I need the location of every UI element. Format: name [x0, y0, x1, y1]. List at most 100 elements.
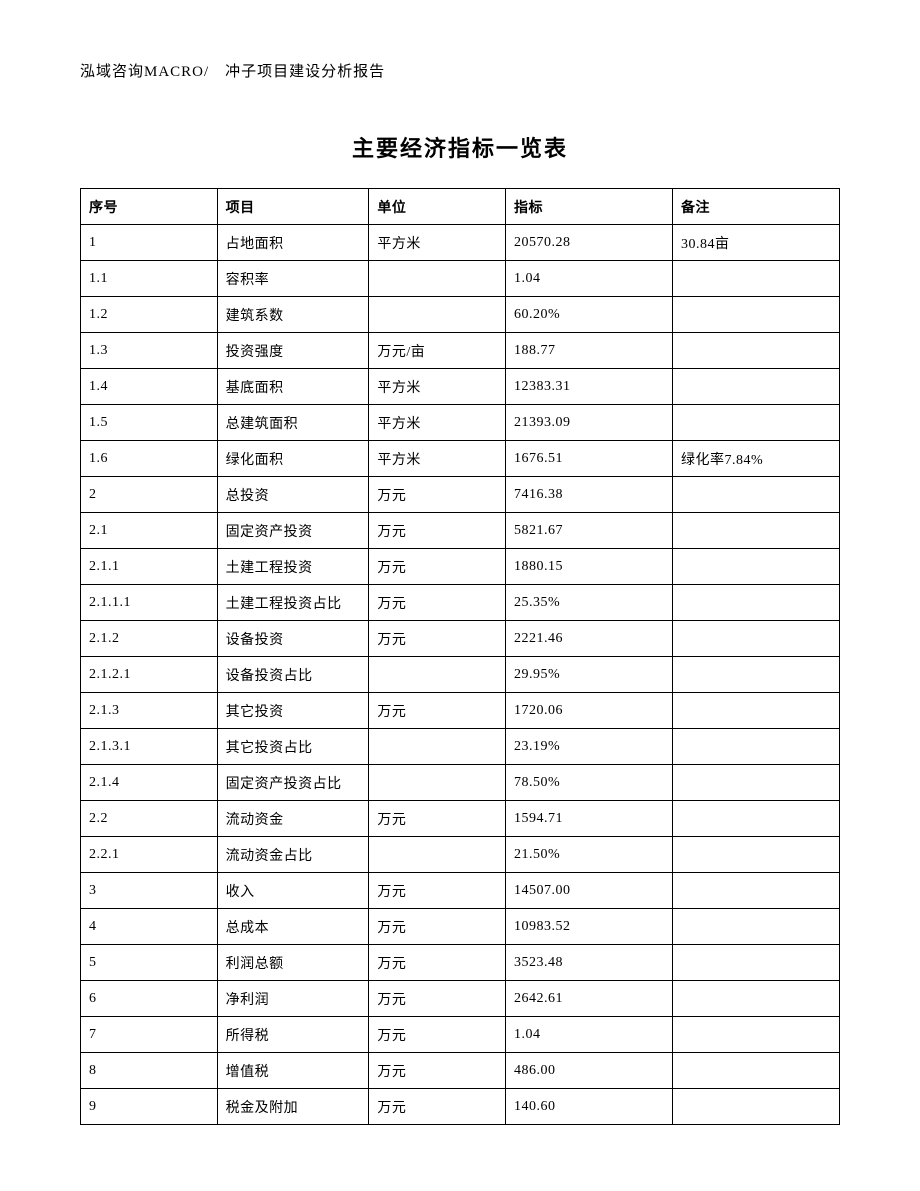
table-cell: 土建工程投资: [217, 549, 369, 585]
table-cell: [672, 333, 839, 369]
table-cell: 平方米: [369, 225, 506, 261]
table-cell: 1880.15: [506, 549, 673, 585]
table-row: 1.1容积率1.04: [81, 261, 840, 297]
table-cell: 21393.09: [506, 405, 673, 441]
table-row: 2.1固定资产投资万元5821.67: [81, 513, 840, 549]
table-cell: 容积率: [217, 261, 369, 297]
table-cell: 万元: [369, 621, 506, 657]
table-cell: 设备投资: [217, 621, 369, 657]
table-cell: 1676.51: [506, 441, 673, 477]
table-cell: [672, 873, 839, 909]
table-cell: 绿化面积: [217, 441, 369, 477]
table-cell: 1.3: [81, 333, 218, 369]
table-header-cell: 备注: [672, 189, 839, 225]
table-cell: 8: [81, 1053, 218, 1089]
table-cell: 增值税: [217, 1053, 369, 1089]
table-cell: [672, 549, 839, 585]
table-cell: 78.50%: [506, 765, 673, 801]
table-row: 3收入万元14507.00: [81, 873, 840, 909]
table-cell: 60.20%: [506, 297, 673, 333]
table-cell: 其它投资占比: [217, 729, 369, 765]
table-cell: 1.1: [81, 261, 218, 297]
table-cell: 2.2.1: [81, 837, 218, 873]
table-cell: 9: [81, 1089, 218, 1125]
table-cell: 4: [81, 909, 218, 945]
table-row: 2.2流动资金万元1594.71: [81, 801, 840, 837]
table-cell: 万元: [369, 693, 506, 729]
table-cell: 万元: [369, 801, 506, 837]
table-cell: 平方米: [369, 441, 506, 477]
table-cell: 30.84亩: [672, 225, 839, 261]
table-cell: [672, 693, 839, 729]
table-row: 2.1.2设备投资万元2221.46: [81, 621, 840, 657]
table-cell: 万元/亩: [369, 333, 506, 369]
table-cell: 其它投资: [217, 693, 369, 729]
table-row: 1.4基底面积平方米12383.31: [81, 369, 840, 405]
table-title: 主要经济指标一览表: [80, 131, 840, 163]
table-cell: 2.1.3: [81, 693, 218, 729]
table-cell: 5821.67: [506, 513, 673, 549]
table-header-cell: 项目: [217, 189, 369, 225]
table-cell: 1.6: [81, 441, 218, 477]
table-header-cell: 指标: [506, 189, 673, 225]
table-cell: 总投资: [217, 477, 369, 513]
table-cell: [369, 261, 506, 297]
table-cell: 2.1.1: [81, 549, 218, 585]
table-cell: 总建筑面积: [217, 405, 369, 441]
table-cell: [672, 1017, 839, 1053]
table-cell: 固定资产投资占比: [217, 765, 369, 801]
table-cell: [672, 585, 839, 621]
table-row: 1.6绿化面积平方米1676.51绿化率7.84%: [81, 441, 840, 477]
table-cell: 万元: [369, 945, 506, 981]
table-cell: [369, 657, 506, 693]
table-cell: 5: [81, 945, 218, 981]
table-cell: 25.35%: [506, 585, 673, 621]
table-cell: 总成本: [217, 909, 369, 945]
table-cell: 平方米: [369, 369, 506, 405]
table-cell: [672, 405, 839, 441]
table-cell: 2: [81, 477, 218, 513]
table-cell: 1.04: [506, 1017, 673, 1053]
table-cell: 12383.31: [506, 369, 673, 405]
table-cell: 净利润: [217, 981, 369, 1017]
table-cell: 3: [81, 873, 218, 909]
table-cell: 140.60: [506, 1089, 673, 1125]
table-row: 4总成本万元10983.52: [81, 909, 840, 945]
table-cell: [369, 765, 506, 801]
table-cell: 3523.48: [506, 945, 673, 981]
table-row: 2.1.3.1其它投资占比 23.19%: [81, 729, 840, 765]
table-cell: 2.1.3.1: [81, 729, 218, 765]
table-cell: [672, 297, 839, 333]
table-cell: 万元: [369, 549, 506, 585]
table-cell: 2.1.2: [81, 621, 218, 657]
table-cell: 1.4: [81, 369, 218, 405]
table-cell: 流动资金占比: [217, 837, 369, 873]
table-cell: 万元: [369, 1053, 506, 1089]
table-header-cell: 单位: [369, 189, 506, 225]
table-cell: [672, 729, 839, 765]
table-cell: [672, 621, 839, 657]
table-cell: [672, 837, 839, 873]
table-cell: 投资强度: [217, 333, 369, 369]
table-cell: 土建工程投资占比: [217, 585, 369, 621]
table-cell: 2.2: [81, 801, 218, 837]
table-cell: 14507.00: [506, 873, 673, 909]
table-header-row: 序号 项目 单位 指标 备注: [81, 189, 840, 225]
table-cell: 10983.52: [506, 909, 673, 945]
table-cell: 平方米: [369, 405, 506, 441]
table-cell: [369, 837, 506, 873]
table-cell: 1: [81, 225, 218, 261]
table-cell: 23.19%: [506, 729, 673, 765]
table-cell: 1.2: [81, 297, 218, 333]
table-cell: 万元: [369, 585, 506, 621]
table-cell: 建筑系数: [217, 297, 369, 333]
table-row: 2.1.4固定资产投资占比78.50%: [81, 765, 840, 801]
table-cell: 所得税: [217, 1017, 369, 1053]
table-cell: [672, 657, 839, 693]
economic-indicators-table: 序号 项目 单位 指标 备注 1占地面积平方米20570.2830.84亩1.1…: [80, 188, 840, 1125]
table-row: 5利润总额万元3523.48: [81, 945, 840, 981]
table-cell: 1.5: [81, 405, 218, 441]
table-cell: 486.00: [506, 1053, 673, 1089]
table-cell: 万元: [369, 477, 506, 513]
table-cell: [672, 513, 839, 549]
